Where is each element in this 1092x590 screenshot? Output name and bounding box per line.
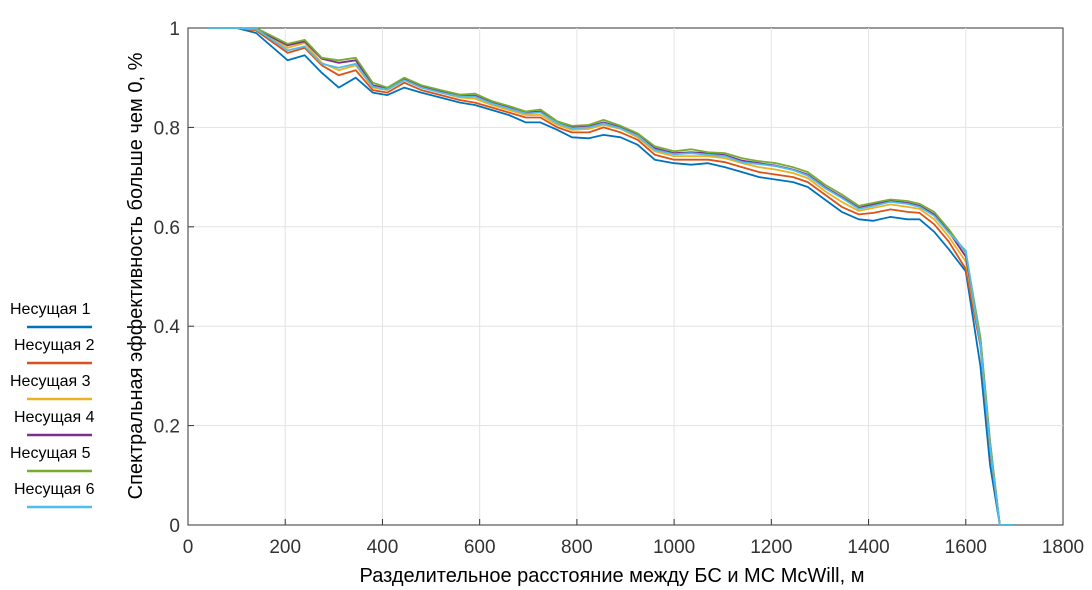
- x-tick-label: 1200: [750, 537, 792, 558]
- series-line-5: [207, 27, 1015, 526]
- legend-label-2: Несущая 2: [14, 337, 95, 354]
- y-tick-label: 0.4: [154, 317, 181, 338]
- series-line-2: [207, 27, 1015, 526]
- x-tick-label: 1000: [653, 537, 695, 558]
- y-tick-label: 0.6: [154, 218, 180, 239]
- y-axis-label: Спектральная эффективность больше чем 0,…: [125, 52, 147, 499]
- y-tick-label: 0: [169, 516, 180, 537]
- grid: [188, 28, 1063, 525]
- series-line-6: [207, 27, 1015, 526]
- x-tick-label: 1600: [945, 537, 987, 558]
- legend-label-5: Несущая 5: [10, 445, 91, 462]
- legend: Несущая 1 Несущая 2 Несущая 3 Несущая 4 Несу…: [10, 301, 95, 509]
- x-tick-label: 800: [561, 537, 593, 558]
- x-ticks: 0 200 400 600 800 1000 1200 1400 1600 1800: [183, 519, 1084, 558]
- legend-label-6: Несущая 6: [14, 481, 95, 498]
- legend-label-1: Несущая 1: [10, 301, 91, 318]
- y-ticks: 0 0.2 0.4 0.6 0.8 1: [154, 19, 194, 537]
- x-tick-label: 0: [183, 537, 194, 558]
- series-line-1: [207, 27, 1015, 526]
- legend-label-4: Несущая 4: [14, 409, 95, 426]
- series-group: [207, 27, 1015, 526]
- x-tick-label: 1800: [1042, 537, 1084, 558]
- series-line-3: [207, 27, 1015, 526]
- plot-area: [187, 27, 1064, 526]
- y-tick-label: 1: [169, 19, 180, 40]
- x-tick-label: 600: [464, 537, 496, 558]
- x-tick-label: 1400: [847, 537, 889, 558]
- y-tick-label: 0.2: [154, 417, 180, 438]
- legend-label-3: Несущая 3: [10, 373, 91, 390]
- y-tick-label: 0.8: [154, 118, 180, 139]
- x-axis-label: Разделительное расстояние между БС и МС …: [360, 565, 865, 587]
- x-tick-label: 400: [367, 537, 399, 558]
- x-tick-label: 200: [269, 537, 301, 558]
